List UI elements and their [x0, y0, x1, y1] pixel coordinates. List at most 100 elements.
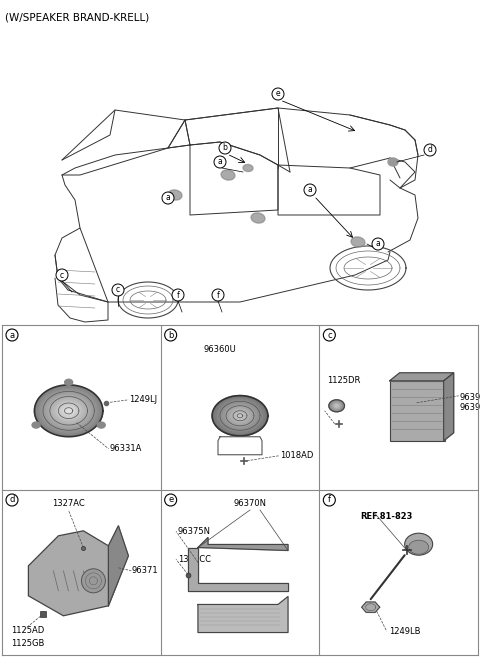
Text: 96395A: 96395A: [460, 403, 480, 412]
Text: 96331A: 96331A: [109, 444, 142, 453]
Ellipse shape: [97, 422, 105, 428]
Text: b: b: [168, 330, 173, 340]
Text: 1125GB: 1125GB: [12, 639, 45, 648]
Ellipse shape: [223, 403, 257, 428]
Text: 1125AD: 1125AD: [12, 626, 45, 635]
Ellipse shape: [405, 533, 432, 555]
Text: 96370N: 96370N: [233, 499, 266, 508]
Circle shape: [165, 329, 177, 341]
Ellipse shape: [55, 401, 82, 420]
Text: f: f: [328, 495, 331, 505]
Ellipse shape: [233, 411, 247, 421]
Ellipse shape: [44, 393, 93, 429]
Ellipse shape: [59, 404, 78, 418]
Circle shape: [112, 284, 124, 296]
FancyBboxPatch shape: [390, 381, 444, 441]
Circle shape: [56, 269, 68, 281]
Circle shape: [6, 494, 18, 506]
Ellipse shape: [49, 397, 88, 425]
Ellipse shape: [218, 399, 262, 432]
Ellipse shape: [35, 386, 103, 436]
Polygon shape: [198, 597, 288, 633]
Circle shape: [6, 329, 18, 341]
Ellipse shape: [231, 409, 249, 422]
Text: f: f: [177, 290, 180, 300]
Circle shape: [372, 238, 384, 250]
Circle shape: [82, 569, 106, 593]
Text: 96360U: 96360U: [204, 345, 236, 354]
Text: 1249LB: 1249LB: [389, 627, 420, 636]
Ellipse shape: [38, 388, 99, 433]
Ellipse shape: [40, 390, 97, 432]
Circle shape: [214, 156, 226, 168]
Circle shape: [424, 144, 436, 156]
Ellipse shape: [212, 396, 268, 436]
Circle shape: [324, 494, 336, 506]
Ellipse shape: [67, 409, 71, 412]
Circle shape: [162, 192, 174, 204]
Polygon shape: [444, 373, 454, 441]
Text: 1125DR: 1125DR: [327, 376, 360, 385]
Ellipse shape: [388, 158, 398, 166]
Text: e: e: [168, 495, 173, 505]
Ellipse shape: [330, 401, 343, 411]
Ellipse shape: [65, 379, 72, 385]
Ellipse shape: [65, 408, 72, 414]
Ellipse shape: [61, 405, 76, 417]
Text: 96396A: 96396A: [460, 393, 480, 402]
Polygon shape: [390, 373, 454, 381]
Circle shape: [324, 329, 336, 341]
Text: 1249LJ: 1249LJ: [130, 396, 157, 404]
Ellipse shape: [333, 403, 341, 409]
Ellipse shape: [51, 398, 86, 423]
Circle shape: [165, 494, 177, 506]
Text: (W/SPEAKER BRAND-KRELL): (W/SPEAKER BRAND-KRELL): [5, 12, 149, 22]
Text: b: b: [223, 143, 228, 152]
Ellipse shape: [224, 172, 232, 178]
Ellipse shape: [251, 213, 265, 223]
Text: f: f: [216, 290, 219, 300]
Ellipse shape: [214, 397, 266, 435]
Polygon shape: [28, 531, 119, 616]
Text: a: a: [308, 185, 312, 194]
Ellipse shape: [234, 412, 246, 420]
Circle shape: [219, 142, 231, 154]
Ellipse shape: [336, 405, 338, 407]
Text: c: c: [116, 286, 120, 294]
Text: 96375N: 96375N: [178, 527, 211, 535]
Ellipse shape: [225, 405, 255, 426]
Ellipse shape: [329, 400, 345, 412]
Text: e: e: [276, 89, 280, 99]
Text: 1339CC: 1339CC: [178, 555, 211, 564]
Ellipse shape: [221, 170, 235, 180]
Text: a: a: [376, 240, 380, 248]
Ellipse shape: [243, 164, 253, 171]
Ellipse shape: [221, 402, 259, 429]
Text: REF.81-823: REF.81-823: [360, 512, 413, 521]
Polygon shape: [198, 537, 288, 551]
Text: c: c: [60, 271, 64, 279]
Ellipse shape: [254, 215, 262, 221]
Ellipse shape: [238, 415, 242, 417]
Text: a: a: [10, 330, 14, 340]
Circle shape: [172, 289, 184, 301]
Polygon shape: [108, 526, 128, 606]
Ellipse shape: [408, 540, 429, 555]
Polygon shape: [361, 602, 380, 612]
Ellipse shape: [42, 391, 95, 430]
Ellipse shape: [229, 407, 251, 424]
Text: c: c: [327, 330, 332, 340]
Ellipse shape: [57, 402, 80, 419]
Ellipse shape: [351, 237, 365, 247]
Circle shape: [272, 88, 284, 100]
Text: 96371: 96371: [132, 566, 158, 576]
Polygon shape: [188, 547, 288, 591]
Circle shape: [304, 184, 316, 196]
Ellipse shape: [332, 402, 342, 410]
Circle shape: [212, 289, 224, 301]
Ellipse shape: [227, 406, 253, 425]
Ellipse shape: [53, 399, 84, 422]
Ellipse shape: [36, 387, 101, 434]
Text: a: a: [166, 194, 170, 202]
Ellipse shape: [354, 239, 362, 245]
